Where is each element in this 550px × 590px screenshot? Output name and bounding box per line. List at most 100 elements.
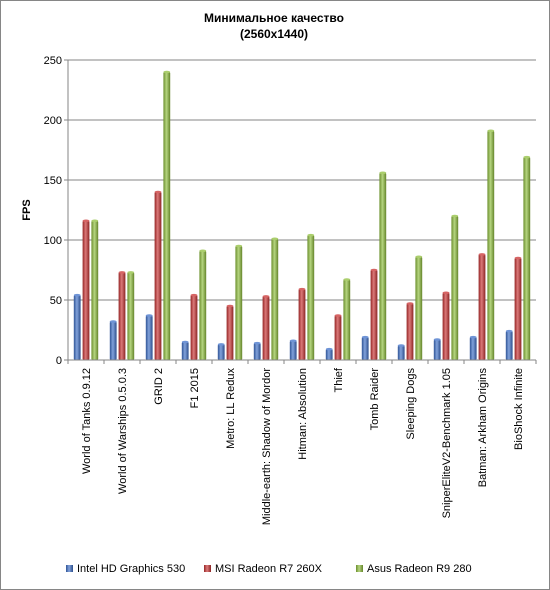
bar	[433, 339, 441, 360]
bar-cap	[226, 304, 234, 308]
x-category-label: Tomb Raider	[369, 368, 381, 431]
bar-cap	[379, 171, 387, 175]
bar-cap	[91, 219, 99, 223]
bar-cap	[73, 293, 81, 297]
bar-cap	[406, 302, 414, 305]
bar-cap	[298, 287, 306, 291]
y-tick-label: 200	[44, 115, 62, 127]
bar	[514, 258, 522, 360]
x-category-label: SniperEliteV2-Benchmark 1.05	[441, 368, 453, 518]
bar	[523, 157, 531, 360]
bar	[154, 192, 162, 360]
x-category-label: Metro: LL Redux	[225, 368, 237, 449]
bar	[307, 235, 315, 360]
bar	[145, 315, 153, 360]
legend-swatch	[66, 565, 73, 572]
bar-cap	[199, 249, 207, 253]
chart-subtitle: (2560x1440)	[240, 27, 308, 41]
bar-cap	[523, 155, 531, 159]
bar	[415, 256, 423, 360]
bar	[217, 344, 225, 360]
bars	[73, 70, 531, 360]
x-category-label: World of Tanks 0.9.12	[81, 368, 93, 474]
x-category-label: F1 2015	[189, 368, 201, 408]
bar	[343, 279, 351, 360]
y-tick-label: 100	[44, 235, 62, 247]
bar	[478, 254, 486, 360]
bar-cap	[343, 278, 351, 281]
legend-swatch	[204, 565, 211, 572]
bar	[190, 295, 198, 360]
bar	[82, 220, 90, 360]
bar-cap	[361, 335, 369, 339]
bar-cap	[289, 339, 297, 343]
bar-cap	[163, 70, 171, 74]
bar	[163, 72, 171, 360]
bar	[127, 272, 135, 360]
bar-cap	[82, 219, 90, 223]
bar	[226, 306, 234, 360]
bar	[334, 315, 342, 360]
legend: Intel HD Graphics 530 MSI Radeon R7 260X A…	[66, 563, 472, 575]
bar	[199, 250, 207, 360]
legend-label: MSI Radeon R7 260X	[215, 563, 323, 575]
bar-cap	[154, 190, 162, 194]
bar-cap	[217, 343, 225, 346]
y-tick-labels: 0 50 100 150 200 250	[44, 55, 62, 367]
y-tick-label: 50	[50, 295, 62, 307]
bar	[253, 343, 261, 360]
bar	[73, 295, 81, 360]
bar-cap	[505, 329, 513, 333]
bar	[379, 172, 387, 360]
y-axis-label: FPS	[21, 199, 33, 220]
x-category-label: Thief	[333, 367, 345, 392]
bar	[325, 349, 333, 360]
bar-cap	[397, 344, 405, 347]
legend-label: Asus Radeon R9 280	[367, 563, 472, 575]
bar	[442, 292, 450, 360]
bar	[487, 130, 495, 360]
legend-label: Intel HD Graphics 530	[77, 563, 185, 575]
x-category-label: World of Warships 0.5.0.3	[117, 368, 129, 494]
bar-cap	[415, 255, 423, 259]
bar-cap	[433, 338, 441, 341]
legend-swatch	[356, 565, 363, 572]
y-tick-label: 250	[44, 55, 62, 67]
y-tick-label: 0	[56, 355, 62, 367]
bar-cap	[271, 237, 279, 241]
bar	[397, 345, 405, 360]
bar-cap	[334, 314, 342, 317]
x-category-label: GRID 2	[153, 368, 165, 405]
chart-title: Минимальное качество	[204, 11, 344, 25]
bar	[298, 289, 306, 360]
bar	[181, 342, 189, 360]
bar	[262, 296, 270, 360]
bar	[118, 272, 126, 360]
x-category-label: Hitman: Absolution	[297, 368, 309, 460]
y-tick-label: 150	[44, 175, 62, 187]
bar-cap	[145, 314, 153, 317]
axes	[67, 60, 537, 364]
bar	[235, 246, 243, 360]
bar-cap	[181, 340, 189, 344]
bar-cap	[190, 293, 198, 297]
bar-cap	[127, 271, 135, 274]
bar-cap	[118, 271, 126, 274]
bar	[361, 337, 369, 360]
bar	[289, 340, 297, 360]
x-category-label: Batman: Arkham Origins	[477, 368, 489, 488]
bar-cap	[262, 295, 270, 298]
bar	[469, 337, 477, 360]
bar-cap	[235, 244, 243, 248]
x-category-label: Middle-earth: Shadow of Mordor	[261, 368, 273, 525]
bar-cap	[109, 320, 117, 323]
x-category-labels: World of Tanks 0.9.12 World of Warships 0…	[81, 367, 525, 525]
bar	[451, 216, 459, 360]
x-category-label: BioShock Infinite	[513, 368, 525, 450]
x-category-label: Sleeping Dogs	[405, 368, 417, 440]
bar-cap	[442, 291, 450, 295]
bar-cap	[370, 268, 378, 272]
bar	[406, 303, 414, 360]
bar-cap	[487, 129, 495, 133]
